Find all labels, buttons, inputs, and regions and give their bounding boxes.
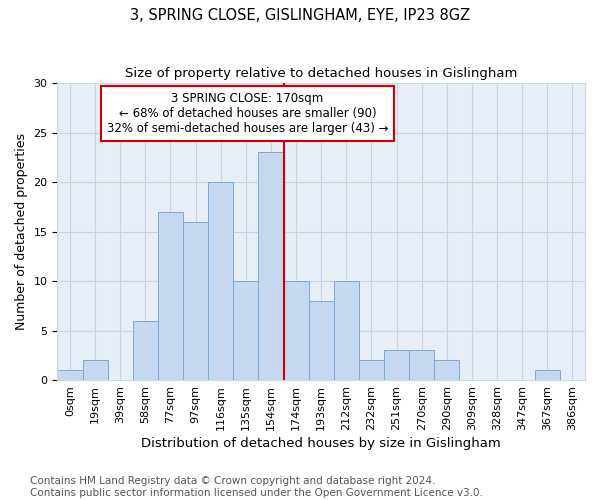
- Text: Contains HM Land Registry data © Crown copyright and database right 2024.
Contai: Contains HM Land Registry data © Crown c…: [30, 476, 483, 498]
- Bar: [334, 281, 359, 380]
- Text: 3 SPRING CLOSE: 170sqm
← 68% of detached houses are smaller (90)
32% of semi-det: 3 SPRING CLOSE: 170sqm ← 68% of detached…: [107, 92, 388, 135]
- Bar: [83, 360, 107, 380]
- Bar: [284, 281, 308, 380]
- Bar: [434, 360, 460, 380]
- Text: 3, SPRING CLOSE, GISLINGHAM, EYE, IP23 8GZ: 3, SPRING CLOSE, GISLINGHAM, EYE, IP23 8…: [130, 8, 470, 22]
- Title: Size of property relative to detached houses in Gislingham: Size of property relative to detached ho…: [125, 68, 517, 80]
- Bar: [535, 370, 560, 380]
- Bar: [308, 301, 334, 380]
- Bar: [133, 321, 158, 380]
- Bar: [233, 281, 259, 380]
- Bar: [384, 350, 409, 380]
- X-axis label: Distribution of detached houses by size in Gislingham: Distribution of detached houses by size …: [142, 437, 501, 450]
- Bar: [158, 212, 183, 380]
- Bar: [58, 370, 83, 380]
- Y-axis label: Number of detached properties: Number of detached properties: [15, 133, 28, 330]
- Bar: [259, 152, 284, 380]
- Bar: [183, 222, 208, 380]
- Bar: [208, 182, 233, 380]
- Bar: [409, 350, 434, 380]
- Bar: [359, 360, 384, 380]
